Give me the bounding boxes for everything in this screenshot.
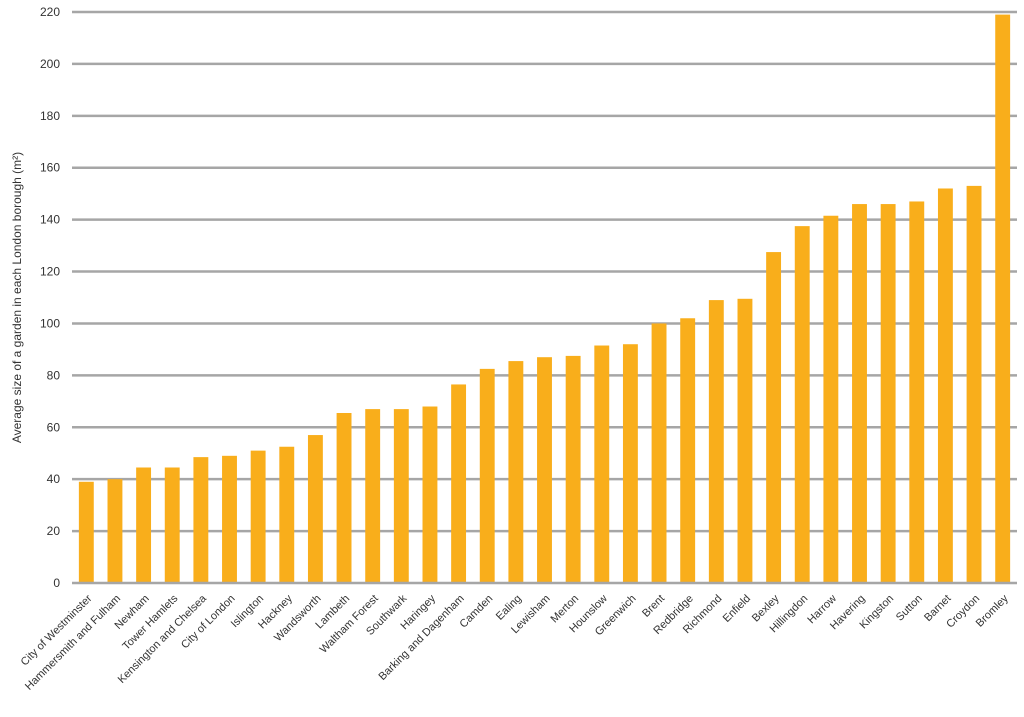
bar — [307, 435, 323, 583]
bar — [164, 467, 180, 583]
bar — [937, 188, 953, 583]
y-tick-label: 220 — [40, 5, 60, 19]
bar — [594, 345, 610, 583]
y-tick-label: 160 — [40, 161, 60, 175]
y-tick-label: 120 — [40, 265, 60, 279]
y-tick-label: 0 — [53, 576, 60, 590]
bar — [508, 361, 524, 583]
bar — [250, 450, 266, 583]
bar — [422, 406, 438, 583]
bar — [537, 357, 552, 583]
bar — [78, 481, 94, 583]
bar — [880, 204, 896, 583]
x-tick-label: Sutton — [894, 593, 925, 624]
bar — [365, 409, 381, 583]
bar — [708, 300, 724, 583]
bar — [393, 409, 409, 583]
y-tick-label: 40 — [47, 472, 61, 486]
bar — [451, 384, 467, 583]
y-axis-ticks: 0 20 40 60 80 100 120 140 160 180 200 220 — [40, 5, 60, 590]
bars — [78, 14, 1011, 584]
bar — [680, 318, 696, 583]
x-tick-label: Enfield — [721, 593, 753, 625]
y-tick-label: 60 — [47, 420, 61, 434]
bar — [279, 446, 295, 583]
bar — [136, 467, 152, 583]
y-tick-label: 140 — [40, 213, 60, 227]
bar — [565, 355, 581, 583]
y-tick-label: 100 — [40, 316, 60, 330]
bar — [966, 185, 982, 584]
bar — [193, 457, 209, 583]
bar — [622, 344, 638, 583]
bar — [651, 323, 667, 583]
y-tick-label: 80 — [47, 368, 61, 382]
bar — [909, 201, 925, 583]
bar — [995, 14, 1011, 583]
x-tick-label: Bromley — [974, 592, 1011, 629]
bar — [479, 368, 495, 583]
y-tick-label: 180 — [40, 109, 60, 123]
bar — [766, 252, 782, 584]
y-tick-label: 200 — [40, 57, 60, 71]
bar — [222, 455, 237, 583]
bar — [107, 479, 123, 583]
bar — [336, 412, 352, 583]
bar — [794, 226, 810, 583]
y-tick-label: 20 — [47, 524, 61, 538]
bar — [852, 204, 867, 583]
y-axis-label: Average size of a garden in each London … — [10, 152, 24, 443]
bar — [823, 215, 839, 584]
bar — [737, 298, 753, 583]
